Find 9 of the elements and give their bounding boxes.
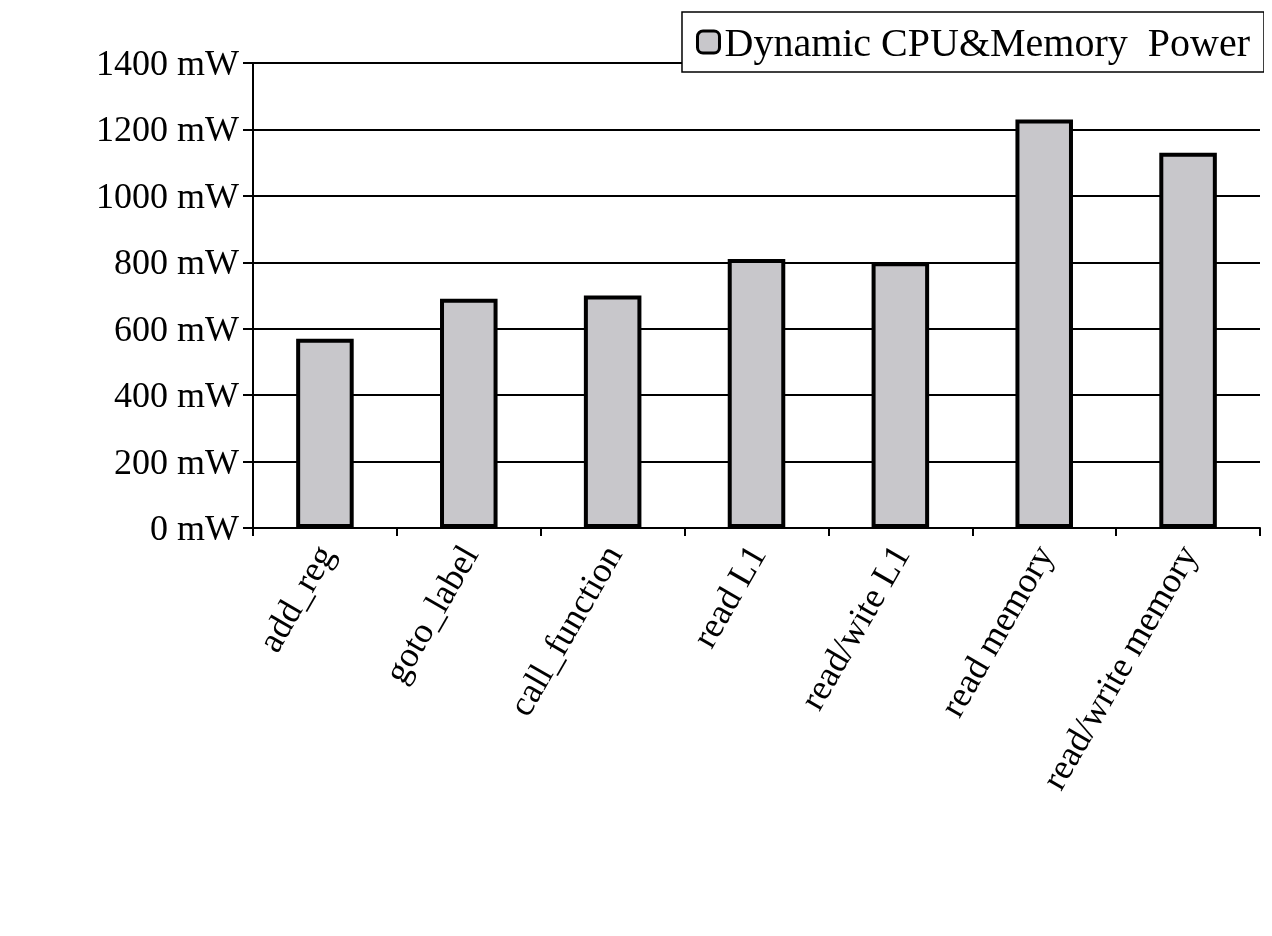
y-tick-label: 0 mW	[150, 508, 240, 548]
y-tick-label: 600 mW	[114, 308, 240, 349]
legend-label: Dynamic CPU&Memory Power	[724, 19, 1251, 65]
y-tick-label: 1000 mW	[96, 175, 240, 216]
y-tick-label: 1400 mW	[96, 43, 240, 83]
y-tick-label: 200 mW	[114, 441, 240, 482]
y-tick-label: 1200 mW	[96, 109, 240, 150]
y-tick-label: 400 mW	[114, 375, 240, 416]
y-tick-label: 800 mW	[114, 242, 240, 283]
